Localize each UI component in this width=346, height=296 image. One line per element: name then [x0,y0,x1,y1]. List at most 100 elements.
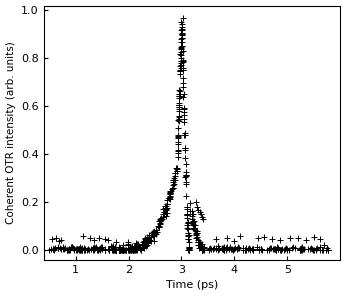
Point [215,248,220,253]
Point [149,231,155,236]
Point [176,104,182,109]
Point [192,222,198,227]
Point [98,246,103,251]
Point [90,247,95,252]
Point [179,33,185,37]
Point [179,32,184,37]
Point [179,44,184,48]
Point [195,242,201,247]
Point [251,248,256,252]
Point [177,64,183,68]
Point [152,232,157,237]
Point [257,248,262,252]
Point [146,234,152,239]
Point [175,151,180,155]
Point [85,247,91,252]
Point [117,245,122,250]
Point [156,223,162,228]
Point [91,237,97,242]
Point [167,189,173,194]
Point [107,247,112,252]
Point [99,244,104,249]
Point [178,66,183,71]
Point [184,212,190,217]
Point [191,218,197,223]
Point [250,247,256,251]
Point [120,248,126,253]
Point [126,248,131,253]
Point [160,207,166,212]
Point [236,245,241,250]
Point [202,244,207,249]
Point [303,237,309,242]
Point [106,238,111,243]
Point [180,28,185,33]
Point [277,247,282,252]
Point [113,244,118,249]
Point [128,248,134,253]
Point [62,246,67,251]
Point [91,245,96,250]
Point [158,217,163,222]
Point [321,243,327,248]
Point [308,247,313,251]
Point [171,182,177,186]
Point [186,246,192,251]
Point [70,245,75,250]
Point [125,243,131,247]
Point [177,87,182,92]
Point [145,234,150,239]
Point [184,205,190,210]
Point [179,53,184,57]
Point [58,237,63,242]
Point [136,243,141,248]
Point [176,105,182,110]
Point [194,231,199,236]
Point [235,247,240,251]
Point [110,244,116,249]
Point [110,244,115,249]
Point [181,94,186,99]
Point [131,248,137,253]
Point [140,243,145,247]
Point [287,236,293,240]
Point [178,37,184,41]
Point [130,246,135,251]
Point [156,224,162,229]
Point [183,173,189,178]
Point [183,179,189,184]
Point [76,246,81,251]
Point [168,191,173,195]
Point [269,237,274,241]
Point [175,135,181,140]
Point [216,246,222,250]
Point [180,85,186,89]
Point [184,213,190,218]
Point [120,248,126,253]
Point [162,207,167,212]
Point [179,20,184,25]
Point [184,194,189,198]
Point [299,248,304,252]
Point [129,248,135,253]
Point [275,247,281,251]
Point [150,233,156,238]
Point [144,243,149,248]
Point [179,22,185,27]
Point [184,207,190,212]
Point [143,237,148,242]
Point [180,81,186,85]
Point [207,246,213,251]
Point [133,248,139,253]
Point [161,214,166,219]
Point [223,248,229,253]
Point [152,234,157,239]
Point [274,245,279,250]
Point [79,246,85,250]
Point [78,247,83,252]
Point [176,94,182,98]
Point [186,234,191,238]
Point [178,61,183,66]
Point [133,245,138,250]
Point [110,248,116,253]
